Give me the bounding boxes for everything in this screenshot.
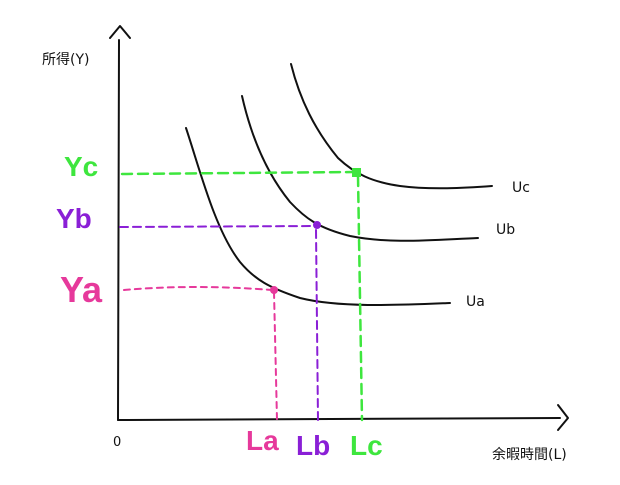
curve-uc xyxy=(290,63,493,190)
guides-a xyxy=(123,286,278,421)
leisure-label-lb: Lb xyxy=(296,430,330,461)
guide-lb-vertical xyxy=(315,229,319,421)
point-c xyxy=(352,168,361,177)
guide-yc-horizontal xyxy=(120,170,356,176)
point-b xyxy=(313,221,321,229)
y-axis xyxy=(117,39,120,421)
curve-label-ua: Ua xyxy=(466,294,485,310)
leisure-label-la: La xyxy=(246,425,279,456)
guides-b xyxy=(119,225,319,421)
income-label-yb: Yb xyxy=(56,203,92,234)
y-axis-arrow xyxy=(109,25,131,39)
guide-ya-horizontal xyxy=(123,286,273,291)
curve-label-uc: Uc xyxy=(512,180,530,196)
indifference-curves xyxy=(185,63,493,307)
point-a xyxy=(270,286,278,294)
income-label-ya: Ya xyxy=(60,269,103,310)
x-axis xyxy=(117,417,561,421)
leisure-label-lc: Lc xyxy=(350,430,383,461)
origin-label: 0 xyxy=(113,435,121,450)
guide-yb-horizontal xyxy=(119,225,317,228)
x-axis-label: 余暇時間(L) xyxy=(492,446,567,463)
y-axis-label: 所得(Y) xyxy=(42,51,89,68)
guide-la-vertical xyxy=(273,291,278,421)
guide-lc-vertical xyxy=(356,174,364,422)
axes xyxy=(109,25,569,431)
income-label-yc: Yc xyxy=(64,151,98,182)
guides-c xyxy=(120,170,364,422)
curve-label-ub: Ub xyxy=(496,222,515,238)
x-axis-arrow xyxy=(557,404,569,431)
curve-ua xyxy=(185,127,451,307)
